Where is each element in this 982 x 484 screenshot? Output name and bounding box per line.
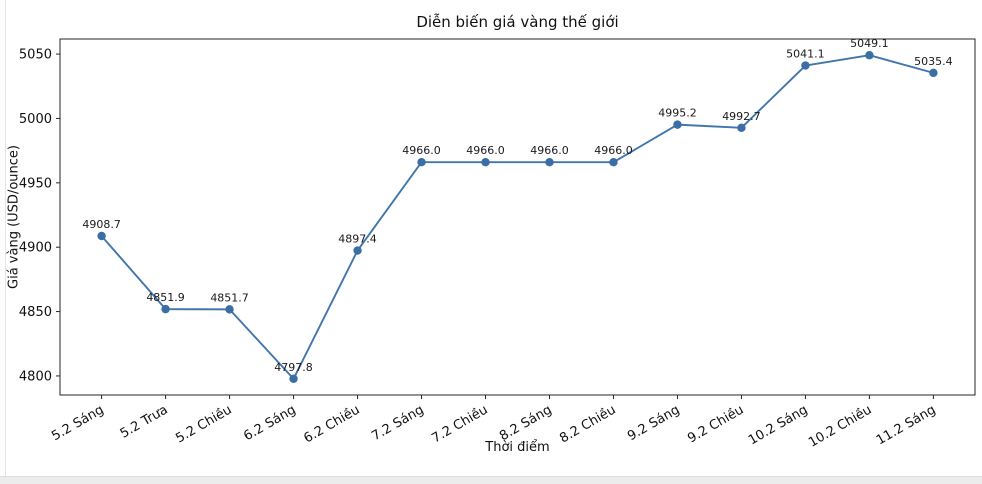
data-point <box>801 61 810 70</box>
data-point <box>545 158 554 167</box>
data-line <box>100 54 935 380</box>
point-value-label: 4851.7 <box>210 291 249 304</box>
y-axis: 4800 4850 4900 4950 5000 5050 <box>19 48 60 384</box>
data-point <box>353 246 362 255</box>
axes-frame <box>59 38 976 396</box>
point-value-label: 5041.1 <box>786 48 825 61</box>
chart-title: Diễn biến giá vàng thế giới <box>416 13 619 31</box>
x-tick-label: 6.2 Sáng <box>241 402 298 444</box>
point-value-label: 4995.2 <box>658 107 697 120</box>
point-value-label: 4897.4 <box>338 233 377 246</box>
point-value-label: 4966.0 <box>466 144 505 157</box>
data-point <box>161 304 170 314</box>
x-tick-label: 8.2 Sáng <box>497 402 554 444</box>
data-point <box>481 158 490 167</box>
data-point <box>865 51 874 60</box>
window-edge-artifact <box>5 0 6 477</box>
point-value-label: 5049.1 <box>850 37 889 50</box>
point-value-label: 4966.0 <box>402 144 441 157</box>
x-tick-label: 5.2 Sáng <box>49 402 106 444</box>
point-value-label: 4851.9 <box>146 291 185 304</box>
point-value-label: 4797.8 <box>274 361 313 374</box>
x-tick-label: 7.2 Sáng <box>369 402 426 444</box>
data-point <box>673 120 682 129</box>
data-point <box>225 305 234 314</box>
y-tick-label: 4800 <box>19 369 52 384</box>
data-point <box>289 374 298 383</box>
x-tick-label: 5.2 Trưa <box>118 402 171 441</box>
point-value-label: 4992.7 <box>722 110 761 123</box>
data-point <box>609 158 618 167</box>
data-point <box>417 158 426 167</box>
y-tick-label: 4850 <box>19 305 52 320</box>
data-point <box>97 231 106 241</box>
x-axis-label: Thời điểm <box>485 440 550 455</box>
point-value-label: 4966.0 <box>594 144 633 157</box>
y-tick-label: 5000 <box>19 112 52 127</box>
x-tick-label: 9.2 Sáng <box>625 402 682 444</box>
point-labels: 4908.7 4851.9 4851.7 4797.8 4897.4 4966.0 4966… <box>82 37 952 374</box>
point-value-label: 4908.7 <box>82 218 121 231</box>
data-points <box>97 51 938 383</box>
data-point <box>737 123 746 133</box>
window-bottom-strip <box>0 476 982 484</box>
point-value-label: 4966.0 <box>530 144 569 157</box>
data-point <box>929 68 938 78</box>
y-tick-label: 4900 <box>19 241 52 256</box>
y-tick-label: 4950 <box>19 176 52 191</box>
y-tick-label: 5050 <box>19 48 52 63</box>
point-value-label: 5035.4 <box>914 55 953 68</box>
